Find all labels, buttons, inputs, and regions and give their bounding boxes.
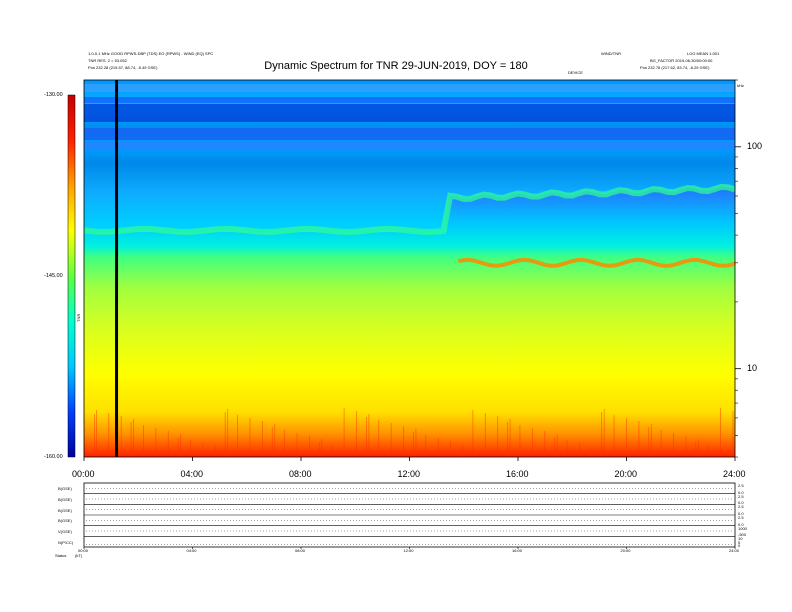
- header-right-pos: Pos 232.76 (217.62, 83.74, -6.29 GSE): [640, 65, 709, 70]
- blue-band: [84, 104, 735, 122]
- header-right-line3: BG_FACTOR 2019-06-30/00:00:00: [650, 58, 713, 63]
- spectrum-plot: [83, 80, 736, 457]
- plot-axes: [83, 79, 741, 461]
- header-mid-right: DEVICE: [568, 70, 583, 75]
- colorbar-tick-label: -160.00: [44, 454, 63, 460]
- panel-label: B(GSE): [58, 507, 72, 513]
- blue-band: [84, 97, 735, 103]
- panel-label: B(GSE): [58, 518, 72, 524]
- panel-label: B(GSE): [58, 497, 72, 502]
- panel-right-tick: -500: [738, 532, 747, 538]
- header-left-pos: Pos 232.28 (215.57, 88.74, -5.49 GSE): [88, 65, 157, 70]
- panel-right-tick: 2.5: [738, 515, 744, 520]
- header-left-pos-label: Pos: [88, 65, 95, 70]
- x-tick-label: 16:00: [506, 469, 529, 479]
- panel-right-tick: 2.5: [738, 493, 744, 499]
- blue-band: [84, 128, 735, 140]
- colorbar: [67, 94, 76, 458]
- x-tick-label: 04:00: [180, 469, 204, 479]
- panel-x-tick-label: 08:00: [295, 548, 306, 553]
- panel-right-tick: 0: [738, 543, 741, 548]
- panel-x-tick-label: 12:00: [403, 548, 414, 553]
- x-tick-label: 20:00: [614, 469, 638, 479]
- parameter-panels: [83, 482, 736, 549]
- colorbar-tick-label: -130.00: [44, 92, 63, 98]
- panel-right-tick: 2.5: [738, 483, 744, 488]
- plasma-line: [457, 257, 736, 268]
- panel-label: B(GSE): [58, 486, 72, 492]
- panel-right-tick: 0.0: [738, 511, 744, 516]
- header-right-pos-value: 232.76 (217.62, 83.74, -6.29 GSE): [648, 65, 710, 70]
- status-value: (kT): [75, 553, 83, 558]
- panel-label: V(GSE): [58, 529, 72, 534]
- status-label: Status: [55, 553, 67, 558]
- band-edge-line: [83, 183, 736, 235]
- header-right-line2: LOG MEAN 1:001: [687, 51, 720, 56]
- x-tick-label: 24:00: [723, 469, 746, 479]
- colorbar-label: TNR: [76, 313, 81, 322]
- panel-x-tick-label: 24:00: [729, 548, 740, 553]
- panel-right-tick: 2.5: [738, 504, 744, 510]
- colorbar-tick-label: -145.00: [44, 273, 63, 279]
- header-right-line1: WIND/TNR: [601, 51, 621, 56]
- panel-x-tick-label: 00:00: [78, 548, 89, 553]
- header-left-line2: TNR RES. 2 = 53.052: [88, 58, 127, 63]
- panel-label: N(P/CC): [58, 539, 74, 545]
- khz-unit-label: kHz: [737, 83, 744, 88]
- colorbar-bar: [67, 94, 76, 458]
- blue-band: [84, 84, 735, 92]
- panel-right-tick: 0.0: [738, 489, 744, 495]
- header-right-pos-label: Pos: [640, 65, 647, 70]
- panel-right-tick: 0.0: [738, 500, 744, 506]
- panel-right-tick: 5: [738, 539, 741, 545]
- panel-right-tick: 10: [738, 536, 743, 542]
- panel-right-tick: 0.0: [738, 521, 744, 527]
- header-left-pos-value: 232.28 (215.57, 88.74, -5.49 GSE): [96, 65, 158, 70]
- x-tick-label: 08:00: [289, 469, 312, 479]
- data-gap-marker: [115, 80, 119, 457]
- x-tick-label: 12:00: [397, 469, 421, 479]
- y-tick-label: 100: [747, 140, 763, 151]
- y-tick-label: 10: [747, 362, 758, 373]
- chart-title: Dynamic Spectrum for TNR 29-JUN-2019, DO…: [264, 60, 528, 72]
- panel-right-tick: 1000: [738, 525, 747, 531]
- panel-x-tick-label: 16:00: [512, 548, 523, 553]
- panel-x-tick-label: 20:00: [620, 548, 631, 553]
- blue-band: [84, 142, 735, 150]
- x-tick-label: 00:00: [72, 469, 95, 479]
- panel-x-tick-label: 04:00: [186, 548, 197, 553]
- header-left-line1: 1.0-0.1 MHz GOOD RPWS-DBP (TDS) EO (RPWS…: [88, 51, 214, 56]
